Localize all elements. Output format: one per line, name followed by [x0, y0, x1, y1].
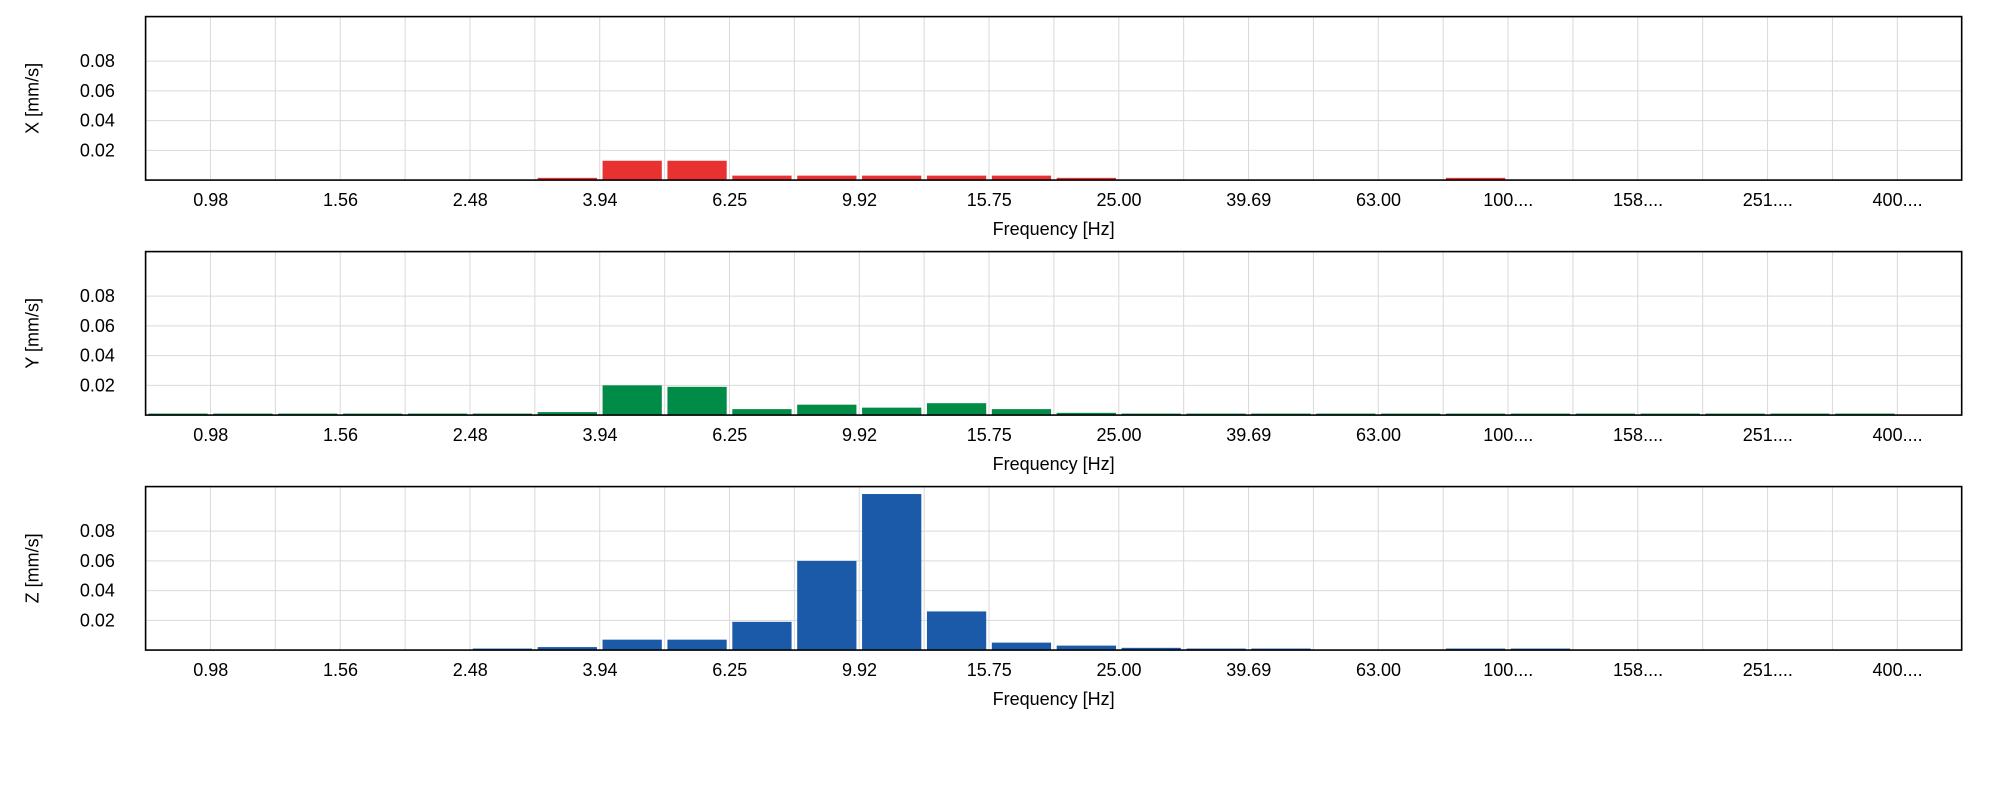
bar-z-14: [1056, 645, 1116, 651]
plot-frame-y: [144, 250, 1963, 416]
bar-z-11: [862, 494, 922, 651]
x-axis-title: Frequency [Hz]: [993, 689, 1115, 709]
x-tick-label: 15.75: [967, 425, 1012, 445]
y-tick-label: 0.02: [80, 610, 115, 630]
bar-y-6: [537, 412, 597, 416]
x-tick-label: 400....: [1873, 660, 1923, 680]
bar-z-6: [537, 647, 597, 651]
x-tick-label: 0.98: [193, 190, 228, 210]
x-tick-label: 1.56: [323, 660, 358, 680]
y-tick-label: 0.04: [80, 346, 115, 366]
bar-x-11: [862, 175, 922, 181]
x-tick-label: 3.94: [582, 425, 617, 445]
y-tick-label: 0.08: [80, 521, 115, 541]
bar-x-12: [926, 175, 987, 181]
bar-z-13: [991, 642, 1052, 651]
bar-y-7: [602, 385, 662, 416]
x-tick-label: 39.69: [1226, 425, 1271, 445]
x-tick-label: 251....: [1743, 190, 1793, 210]
y-tick-label: 0.02: [80, 140, 115, 160]
y-tick-label: 0.06: [80, 81, 115, 101]
y-tick-label: 0.04: [80, 581, 115, 601]
x-tick-label: 39.69: [1226, 190, 1271, 210]
bar-x-9: [732, 175, 792, 181]
x-axis-title: Frequency [Hz]: [993, 219, 1115, 239]
x-tick-label: 15.75: [967, 660, 1012, 680]
y-axis-title: Y [mm/s]: [22, 298, 42, 369]
bar-y-10: [797, 404, 857, 416]
x-tick-label: 63.00: [1356, 190, 1401, 210]
x-tick-label: 25.00: [1097, 190, 1142, 210]
x-tick-label: 2.48: [453, 190, 488, 210]
x-tick-label: 251....: [1743, 425, 1793, 445]
x-tick-label: 63.00: [1356, 660, 1401, 680]
bar-y-14: [1056, 412, 1116, 416]
x-tick-label: 39.69: [1226, 660, 1271, 680]
bar-z-12: [926, 611, 987, 651]
x-tick-label: 158....: [1613, 660, 1663, 680]
x-tick-label: 2.48: [453, 660, 488, 680]
x-tick-label: 25.00: [1097, 425, 1142, 445]
x-tick-label: 0.98: [193, 660, 228, 680]
bar-x-10: [797, 175, 857, 181]
bar-z-7: [602, 639, 662, 651]
x-tick-label: 6.25: [712, 190, 747, 210]
bar-x-20: [1445, 177, 1506, 181]
bar-x-13: [991, 175, 1052, 181]
y-tick-label: 0.06: [80, 551, 115, 571]
x-tick-label: 9.92: [842, 190, 877, 210]
y-axis-title: Z [mm/s]: [22, 533, 42, 603]
x-tick-label: 3.94: [582, 190, 617, 210]
x-tick-label: 100....: [1483, 660, 1533, 680]
x-tick-label: 15.75: [967, 190, 1012, 210]
bar-x-8: [667, 160, 727, 181]
bar-y-9: [732, 409, 792, 416]
x-tick-label: 2.48: [453, 425, 488, 445]
x-tick-label: 3.94: [582, 660, 617, 680]
x-tick-label: 158....: [1613, 190, 1663, 210]
y-tick-label: 0.02: [80, 375, 115, 395]
bar-z-10: [797, 560, 857, 651]
bar-z-15: [1121, 647, 1181, 651]
x-tick-label: 9.92: [842, 660, 877, 680]
y-tick-label: 0.04: [80, 111, 115, 131]
x-tick-label: 25.00: [1097, 660, 1142, 680]
bar-x-6: [537, 177, 597, 181]
y-tick-label: 0.06: [80, 316, 115, 336]
x-tick-label: 251....: [1743, 660, 1793, 680]
x-axis-title: Frequency [Hz]: [993, 454, 1115, 474]
x-tick-label: 100....: [1483, 425, 1533, 445]
x-tick-label: 158....: [1613, 425, 1663, 445]
bar-y-8: [667, 386, 727, 416]
x-tick-label: 6.25: [712, 660, 747, 680]
bar-z-9: [732, 621, 792, 651]
x-tick-label: 1.56: [323, 190, 358, 210]
x-tick-label: 6.25: [712, 425, 747, 445]
y-tick-label: 0.08: [80, 286, 115, 306]
bar-z-8: [667, 639, 727, 651]
x-tick-label: 63.00: [1356, 425, 1401, 445]
x-tick-label: 100....: [1483, 190, 1533, 210]
bar-x-14: [1056, 177, 1116, 181]
x-tick-label: 1.56: [323, 425, 358, 445]
x-tick-label: 0.98: [193, 425, 228, 445]
x-tick-label: 400....: [1873, 190, 1923, 210]
bar-y-12: [926, 403, 987, 416]
bar-y-13: [991, 409, 1052, 416]
bar-x-7: [602, 160, 662, 181]
x-tick-label: 9.92: [842, 425, 877, 445]
y-axis-title: X [mm/s]: [22, 63, 42, 134]
x-tick-label: 400....: [1873, 425, 1923, 445]
bar-y-11: [862, 407, 922, 416]
plot-frame-z: [144, 485, 1963, 651]
plot-frame-x: [144, 15, 1963, 181]
y-tick-label: 0.08: [80, 51, 115, 71]
